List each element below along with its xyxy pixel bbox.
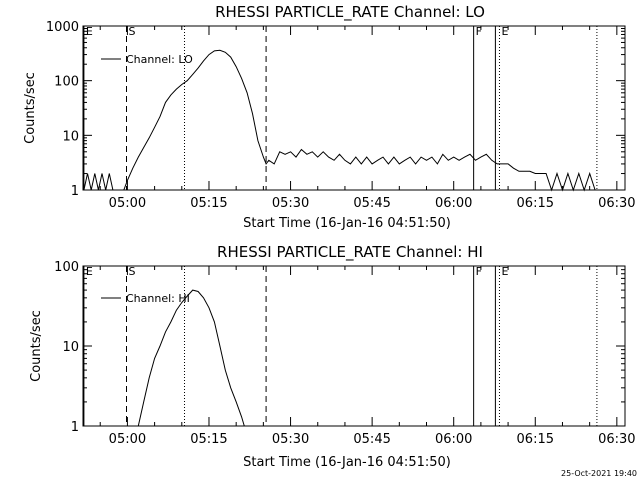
chart-panel-hi: RHESSI PARTICLE_RATE Channel: HI 110100 …	[29, 243, 636, 470]
series-line	[83, 49, 601, 192]
series-layer	[83, 49, 601, 192]
y-axis-label: Counts/sec	[23, 72, 38, 144]
event-marker-label: E	[86, 265, 93, 278]
x-tick-label: 05:00	[109, 196, 146, 211]
event-marker-label: S	[129, 25, 136, 38]
x-tick-label: 06:00	[435, 432, 472, 447]
x-tick-label: 06:15	[517, 196, 554, 211]
series-layer	[137, 289, 245, 427]
x-tick-label: 06:30	[598, 196, 635, 211]
y-tick-label: 1	[71, 420, 79, 435]
event-marker-label: E	[501, 25, 508, 38]
series-line	[137, 289, 245, 427]
y-tick-label: 100	[54, 75, 79, 90]
legend-label: Channel: LO	[126, 53, 193, 66]
y-axis-ticks: 1 10 100	[54, 260, 625, 435]
event-marker-label: E	[86, 25, 93, 38]
x-tick-label: 05:45	[353, 196, 390, 211]
y-tick-label: 10	[62, 129, 79, 144]
y-tick-label: 1	[71, 184, 79, 199]
plot-timestamp: 25-Oct-2021 19:40	[561, 469, 637, 478]
plot-frame	[82, 265, 626, 427]
event-marker-label: F	[476, 25, 482, 38]
x-tick-label: 06:00	[435, 196, 472, 211]
chart-title: RHESSI PARTICLE_RATE Channel: HI	[217, 243, 483, 262]
y-axis-label: Counts/sec	[29, 310, 44, 382]
x-axis-label: Start Time (16-Jan-16 04:51:50)	[243, 216, 451, 231]
y-tick-label: 1000	[46, 20, 79, 35]
event-marker-label: E	[501, 265, 508, 278]
y-axis-ticks: 1 10 100 1000	[46, 20, 625, 199]
legend: Channel: HI	[101, 292, 190, 305]
x-tick-label: 05:00	[109, 432, 146, 447]
y-tick-label: 10	[62, 340, 79, 355]
legend: Channel: LO	[101, 53, 193, 66]
plot-frame	[82, 25, 626, 191]
x-tick-label: 06:30	[598, 432, 635, 447]
x-axis-label: Start Time (16-Jan-16 04:51:50)	[243, 455, 451, 470]
x-axis-ticks: 05:00 05:15 05:30 05:45 06:00 06:15 06:30	[99, 266, 636, 447]
chart-title: RHESSI PARTICLE_RATE Channel: LO	[215, 3, 485, 22]
x-tick-label: 05:45	[353, 432, 390, 447]
legend-label: Channel: HI	[126, 292, 190, 305]
x-tick-label: 05:30	[272, 432, 309, 447]
event-marker-label: S	[129, 265, 136, 278]
x-axis-ticks: 05:00 05:15 05:30 05:45 06:00 06:15 06:30	[99, 26, 636, 211]
y-tick-label: 100	[54, 260, 79, 275]
x-tick-label: 06:15	[517, 432, 554, 447]
x-tick-label: 05:30	[272, 196, 309, 211]
chart-panel-lo: RHESSI PARTICLE_RATE Channel: LO 1101001…	[23, 3, 636, 231]
x-tick-label: 05:15	[190, 432, 227, 447]
x-tick-label: 05:15	[190, 196, 227, 211]
event-marker-label: F	[476, 265, 482, 278]
